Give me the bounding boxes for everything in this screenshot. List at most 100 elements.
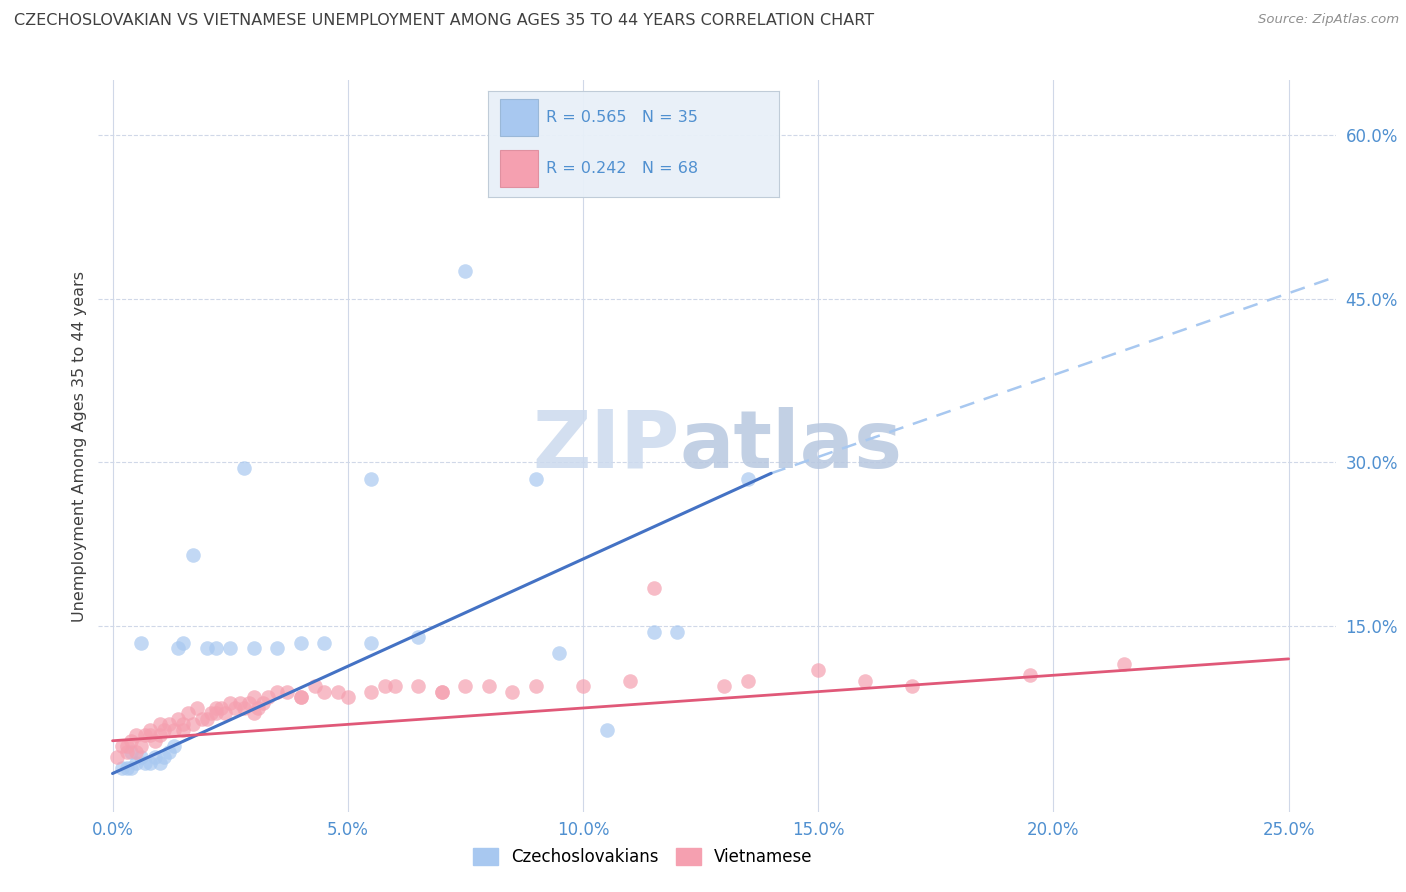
Bar: [499, 99, 537, 136]
Point: [290, 690, 312, 704]
Point: [290, 635, 312, 649]
Point: [524, 679, 547, 693]
Text: Source: ZipAtlas.com: Source: ZipAtlas.com: [1258, 13, 1399, 27]
Point: [314, 684, 336, 698]
Point: [115, 745, 138, 759]
Point: [290, 690, 312, 704]
Point: [134, 728, 156, 742]
Point: [233, 460, 256, 475]
Point: [120, 733, 142, 747]
Point: [242, 706, 264, 721]
Point: [478, 679, 501, 693]
Point: [115, 761, 138, 775]
Point: [228, 696, 250, 710]
Point: [666, 624, 689, 639]
Point: [139, 756, 162, 770]
Point: [139, 728, 162, 742]
Point: [266, 684, 288, 698]
Point: [181, 717, 204, 731]
Text: CZECHOSLOVAKIAN VS VIETNAMESE UNEMPLOYMENT AMONG AGES 35 TO 44 YEARS CORRELATION: CZECHOSLOVAKIAN VS VIETNAMESE UNEMPLOYME…: [14, 13, 875, 29]
Point: [186, 701, 208, 715]
Point: [360, 684, 382, 698]
Point: [148, 717, 170, 731]
Point: [242, 690, 264, 704]
Point: [1019, 668, 1042, 682]
Point: [105, 750, 128, 764]
Point: [737, 673, 759, 688]
Point: [713, 679, 735, 693]
Point: [191, 712, 214, 726]
Point: [129, 635, 152, 649]
Point: [619, 673, 641, 688]
Point: [172, 635, 194, 649]
Point: [360, 472, 382, 486]
Point: [120, 745, 142, 759]
Point: [238, 696, 260, 710]
Point: [157, 745, 180, 759]
Point: [807, 663, 830, 677]
Point: [501, 684, 523, 698]
Point: [408, 679, 430, 693]
Text: R = 0.565   N = 35: R = 0.565 N = 35: [547, 110, 699, 125]
Point: [572, 679, 595, 693]
Point: [200, 706, 222, 721]
Point: [181, 548, 204, 562]
Point: [115, 739, 138, 754]
Point: [360, 635, 382, 649]
Point: [195, 712, 218, 726]
Point: [120, 761, 142, 775]
Point: [177, 706, 200, 721]
Point: [129, 750, 152, 764]
Point: [336, 690, 359, 704]
Point: [252, 696, 274, 710]
Point: [172, 723, 194, 737]
Point: [167, 712, 190, 726]
Point: [233, 701, 256, 715]
Point: [111, 761, 134, 775]
Point: [643, 581, 665, 595]
Point: [153, 723, 176, 737]
Point: [205, 701, 228, 715]
Point: [737, 472, 759, 486]
Point: [595, 723, 617, 737]
Point: [314, 635, 336, 649]
Bar: [499, 150, 537, 186]
Point: [143, 750, 166, 764]
Point: [374, 679, 396, 693]
Point: [167, 640, 190, 655]
Point: [205, 640, 228, 655]
Point: [153, 750, 176, 764]
Point: [524, 472, 547, 486]
Point: [205, 706, 228, 721]
Point: [143, 733, 166, 747]
Point: [125, 756, 148, 770]
Point: [256, 690, 278, 704]
Point: [247, 701, 270, 715]
Point: [901, 679, 924, 693]
Point: [1112, 657, 1135, 672]
Point: [209, 701, 232, 715]
Legend: Czechoslovakians, Vietnamese: Czechoslovakians, Vietnamese: [467, 841, 820, 873]
Point: [219, 696, 242, 710]
Point: [276, 684, 298, 698]
Point: [139, 723, 162, 737]
Point: [548, 647, 571, 661]
Text: ZIP: ZIP: [533, 407, 681, 485]
Point: [214, 706, 236, 721]
Point: [125, 728, 148, 742]
Point: [163, 739, 186, 754]
Y-axis label: Unemployment Among Ages 35 to 44 years: Unemployment Among Ages 35 to 44 years: [72, 270, 87, 622]
Point: [111, 739, 134, 754]
Text: atlas: atlas: [681, 407, 903, 485]
Point: [384, 679, 406, 693]
Point: [134, 756, 156, 770]
Point: [163, 723, 186, 737]
Point: [408, 630, 430, 644]
Point: [129, 739, 152, 754]
Point: [224, 701, 246, 715]
Point: [195, 640, 218, 655]
Text: R = 0.242   N = 68: R = 0.242 N = 68: [547, 161, 699, 176]
Point: [328, 684, 350, 698]
Point: [853, 673, 876, 688]
Point: [454, 679, 477, 693]
